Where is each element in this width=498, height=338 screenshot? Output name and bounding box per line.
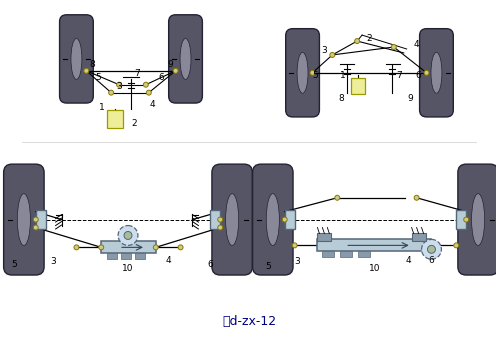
Bar — [317, 234, 331, 241]
Text: 3: 3 — [295, 257, 300, 266]
Bar — [107, 111, 123, 128]
Bar — [121, 253, 131, 259]
Text: 4: 4 — [406, 256, 411, 265]
FancyBboxPatch shape — [458, 164, 498, 275]
Circle shape — [99, 245, 104, 250]
Ellipse shape — [266, 194, 279, 245]
Circle shape — [310, 70, 315, 75]
Text: 6: 6 — [416, 71, 421, 80]
Ellipse shape — [297, 52, 308, 93]
Circle shape — [391, 45, 396, 49]
Text: 5: 5 — [11, 260, 17, 269]
Ellipse shape — [472, 194, 485, 245]
Text: 5: 5 — [313, 71, 318, 80]
Text: 1: 1 — [340, 71, 346, 80]
Ellipse shape — [17, 194, 30, 245]
Text: 10: 10 — [122, 264, 134, 273]
Circle shape — [153, 245, 158, 250]
Bar — [340, 251, 352, 257]
FancyBboxPatch shape — [60, 15, 93, 103]
Bar — [412, 234, 425, 241]
FancyBboxPatch shape — [286, 29, 319, 117]
Text: 8: 8 — [338, 94, 344, 102]
Bar — [317, 239, 431, 251]
Text: 7: 7 — [396, 71, 401, 80]
Circle shape — [173, 68, 178, 73]
FancyBboxPatch shape — [420, 29, 453, 117]
FancyBboxPatch shape — [3, 164, 44, 275]
Text: 3: 3 — [51, 257, 56, 266]
Text: 4: 4 — [166, 256, 171, 265]
Circle shape — [292, 243, 297, 248]
Bar — [456, 210, 466, 230]
Ellipse shape — [71, 39, 82, 79]
Circle shape — [143, 82, 148, 87]
Bar — [210, 210, 220, 230]
Text: 9: 9 — [168, 60, 173, 69]
Bar — [135, 253, 145, 259]
Circle shape — [124, 232, 132, 239]
Text: 囬d-zx-12: 囬d-zx-12 — [222, 315, 276, 328]
Circle shape — [33, 225, 38, 230]
FancyBboxPatch shape — [212, 164, 252, 275]
Circle shape — [282, 217, 287, 222]
Circle shape — [422, 239, 441, 259]
Ellipse shape — [226, 194, 239, 245]
Circle shape — [355, 39, 360, 44]
Circle shape — [146, 90, 151, 95]
Text: 8: 8 — [90, 60, 95, 69]
Bar — [322, 251, 334, 257]
Circle shape — [33, 217, 38, 222]
Text: 9: 9 — [408, 94, 413, 102]
Bar — [101, 241, 156, 253]
Circle shape — [118, 225, 138, 245]
Text: 4: 4 — [414, 40, 419, 49]
Circle shape — [330, 52, 335, 57]
FancyBboxPatch shape — [252, 164, 293, 275]
Text: 3: 3 — [116, 82, 122, 91]
Text: 5: 5 — [96, 73, 101, 82]
Circle shape — [218, 217, 223, 222]
Ellipse shape — [431, 52, 442, 93]
Text: 4: 4 — [150, 99, 155, 108]
Text: 6: 6 — [159, 73, 165, 82]
Ellipse shape — [180, 39, 191, 79]
Circle shape — [178, 245, 183, 250]
Bar — [107, 253, 117, 259]
Bar — [351, 78, 365, 94]
Text: 2: 2 — [366, 34, 372, 43]
Circle shape — [84, 68, 89, 73]
Circle shape — [454, 243, 459, 248]
Bar — [358, 251, 370, 257]
Text: 1: 1 — [99, 103, 105, 113]
Text: 3: 3 — [322, 46, 327, 55]
Bar — [36, 210, 46, 230]
Text: 2: 2 — [131, 119, 137, 128]
Text: 7: 7 — [134, 69, 140, 78]
Circle shape — [117, 82, 122, 87]
FancyBboxPatch shape — [169, 15, 202, 103]
Circle shape — [335, 195, 340, 200]
Text: 6: 6 — [208, 260, 213, 269]
Text: 10: 10 — [369, 264, 380, 273]
Circle shape — [218, 225, 223, 230]
Circle shape — [109, 90, 114, 95]
Circle shape — [414, 195, 419, 200]
Circle shape — [424, 70, 429, 75]
Bar — [285, 210, 295, 230]
Text: 6: 6 — [429, 256, 434, 265]
Circle shape — [74, 245, 79, 250]
Circle shape — [427, 245, 435, 253]
Text: 5: 5 — [265, 262, 271, 271]
Circle shape — [464, 217, 469, 222]
